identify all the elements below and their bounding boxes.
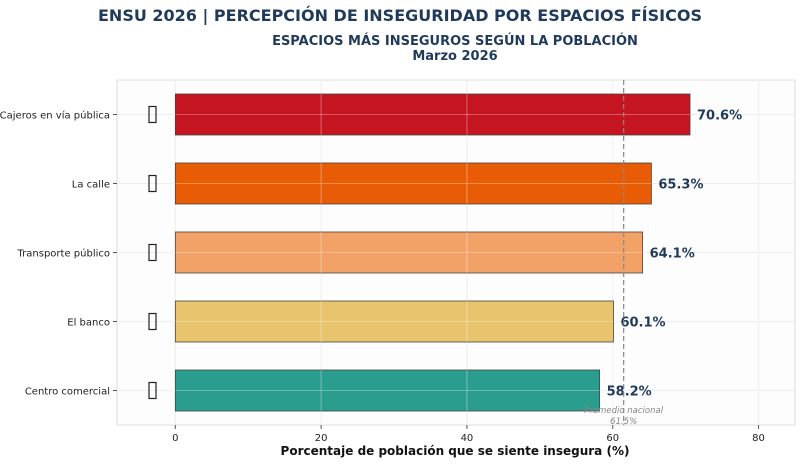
chart-subtitle: Marzo 2026	[412, 49, 498, 64]
bar-value-label: 70.6%	[697, 109, 742, 124]
missing-glyph-icon	[148, 105, 157, 124]
y-tick-label: Cajeros en vía pública	[0, 110, 110, 122]
bar-value-label: 64.1%	[650, 247, 695, 262]
chart-title-main: ESPACIOS MÁS INSEGUROS SEGÚN LA POBLACIÓ…	[272, 34, 638, 49]
bar	[174, 162, 652, 205]
figure-title: ENSU 2026 | PERCEPCIÓN DE INSEGURIDAD PO…	[98, 6, 702, 25]
missing-glyph-icon	[148, 381, 157, 400]
bar	[174, 93, 691, 136]
y-tick-label: Centro comercial	[25, 387, 110, 398]
bar	[174, 300, 614, 343]
chart-title: ESPACIOS MÁS INSEGUROS SEGÚN LA POBLACIÓ…	[110, 34, 800, 64]
bar	[174, 369, 601, 412]
missing-glyph-icon	[148, 312, 157, 331]
bar-value-label: 58.2%	[607, 385, 652, 400]
average-label: Promedio nacional	[584, 406, 663, 416]
average-value-label: 61.5%	[610, 417, 637, 427]
x-tick-label: 60	[606, 433, 619, 444]
missing-glyph-icon	[148, 174, 157, 193]
bar-value-label: 60.1%	[620, 316, 665, 331]
x-axis-label: Porcentaje de población que se siente in…	[281, 444, 630, 458]
x-tick-label: 0	[172, 433, 178, 444]
bar-value-label: 65.3%	[658, 178, 703, 193]
x-tick-label: 80	[752, 433, 765, 444]
y-tick-label: El banco	[67, 318, 110, 329]
bar	[174, 231, 644, 274]
x-tick-label: 20	[315, 433, 328, 444]
x-tick-label: 40	[461, 433, 474, 444]
y-tick-label: Transporte público	[17, 248, 110, 260]
missing-glyph-icon	[148, 243, 157, 262]
y-tick-label: La calle	[72, 180, 110, 191]
